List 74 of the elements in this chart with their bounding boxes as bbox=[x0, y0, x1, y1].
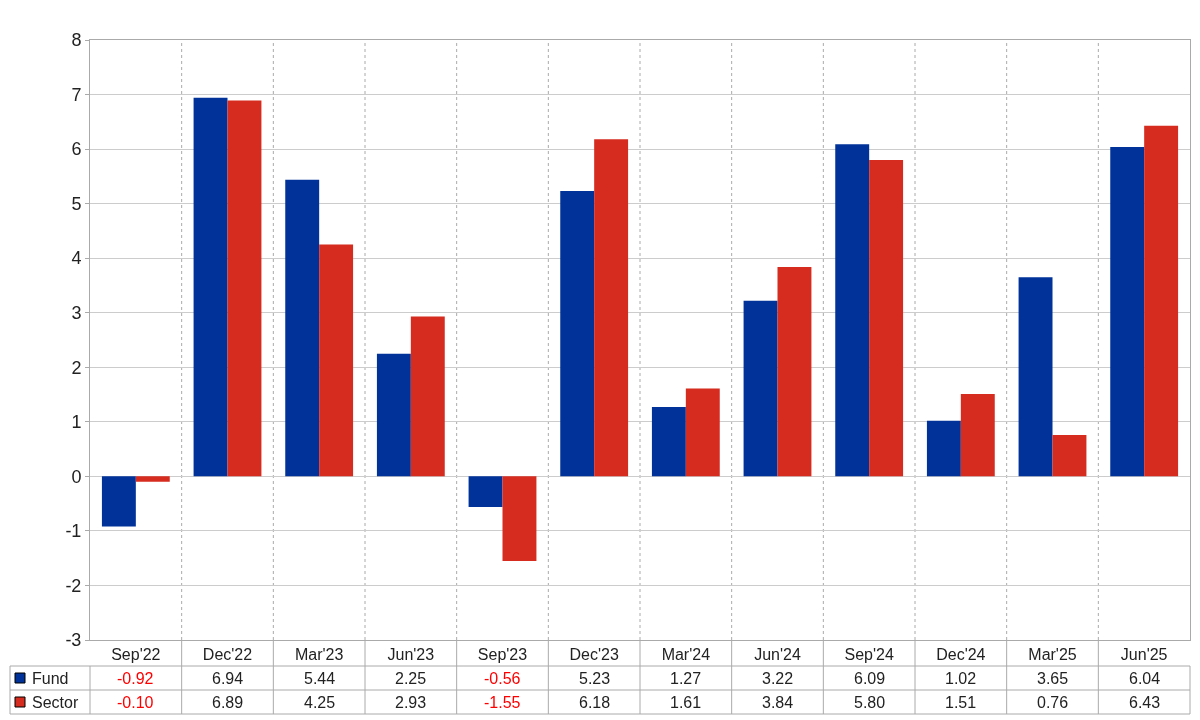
x-tick-label: Mar'25 bbox=[1028, 646, 1077, 664]
data-label: 1.02 bbox=[945, 670, 977, 687]
x-tick-label: Sep'24 bbox=[844, 646, 894, 664]
y-tick-label: -1 bbox=[65, 521, 82, 542]
data-label: 5.80 bbox=[854, 694, 886, 711]
y-tick-label: 5 bbox=[71, 193, 82, 214]
bar bbox=[1052, 434, 1087, 477]
data-label: -0.92 bbox=[117, 670, 154, 687]
data-label: 5.44 bbox=[304, 670, 336, 687]
y-tick-label: -2 bbox=[65, 575, 82, 596]
data-label: 1.51 bbox=[945, 694, 977, 711]
x-tick-label: Dec'22 bbox=[202, 646, 253, 664]
bar bbox=[594, 139, 629, 477]
x-tick-label: Jun'24 bbox=[754, 646, 801, 664]
y-tick-label: 4 bbox=[71, 248, 82, 269]
data-label: 6.94 bbox=[212, 670, 244, 687]
x-tick-label: Sep'23 bbox=[477, 646, 528, 664]
data-label: 6.18 bbox=[579, 694, 611, 711]
data-label: 6.89 bbox=[212, 694, 244, 711]
y-tick-label: 8 bbox=[71, 30, 82, 51]
bar bbox=[1018, 277, 1053, 477]
x-tick-label: Dec'24 bbox=[936, 646, 986, 664]
data-label: 4.25 bbox=[304, 694, 336, 711]
bar bbox=[135, 476, 170, 482]
bar bbox=[869, 160, 904, 477]
bar bbox=[193, 97, 228, 477]
bar bbox=[1110, 146, 1145, 477]
bar bbox=[926, 420, 961, 477]
y-tick-label: 3 bbox=[71, 303, 82, 324]
data-label: 1.27 bbox=[670, 670, 702, 687]
data-label: -0.56 bbox=[484, 670, 521, 687]
bar bbox=[502, 476, 537, 561]
bar bbox=[777, 266, 812, 477]
bar bbox=[101, 476, 136, 527]
data-label: 2.93 bbox=[395, 694, 427, 711]
data-label: 3.65 bbox=[1037, 670, 1069, 687]
bar bbox=[227, 100, 262, 477]
bar bbox=[685, 388, 720, 477]
data-label: 3.84 bbox=[762, 694, 794, 711]
x-tick-label: Dec'23 bbox=[569, 646, 619, 664]
bar bbox=[319, 244, 354, 477]
data-label: 6.04 bbox=[1129, 670, 1161, 687]
data-label: -1.55 bbox=[484, 694, 521, 711]
y-tick-label: 0 bbox=[71, 466, 82, 487]
data-label: 2.25 bbox=[395, 670, 427, 687]
data-label: 6.09 bbox=[854, 670, 886, 687]
data-label: 6.43 bbox=[1129, 694, 1161, 711]
bar bbox=[743, 300, 778, 477]
bar bbox=[835, 144, 870, 477]
x-tick-label: Jun'23 bbox=[387, 646, 435, 664]
data-label: 0.76 bbox=[1037, 694, 1069, 711]
legend-label: Sector bbox=[32, 694, 79, 711]
x-tick-label: Mar'24 bbox=[661, 646, 711, 664]
x-tick-label: Sep'22 bbox=[111, 646, 161, 664]
y-tick-label: 2 bbox=[71, 357, 82, 378]
bar bbox=[1144, 125, 1179, 477]
y-tick-label: 7 bbox=[71, 84, 82, 105]
bar bbox=[376, 353, 411, 477]
bar bbox=[560, 191, 595, 477]
bar bbox=[960, 394, 995, 477]
bar bbox=[651, 407, 686, 477]
legend-label: Fund bbox=[32, 670, 69, 687]
x-tick-label: Mar'23 bbox=[294, 646, 344, 664]
bar bbox=[468, 476, 503, 507]
y-tick-label: 1 bbox=[71, 412, 82, 433]
y-tick-label: -3 bbox=[65, 630, 82, 651]
bar bbox=[410, 316, 445, 477]
data-label: 3.22 bbox=[762, 670, 794, 687]
bar bbox=[285, 179, 320, 477]
y-tick-label: 6 bbox=[71, 139, 82, 160]
data-label: 5.23 bbox=[579, 670, 611, 687]
x-tick-label: Jun'25 bbox=[1120, 646, 1168, 664]
data-label: -0.10 bbox=[117, 694, 154, 711]
data-label: 1.61 bbox=[670, 694, 702, 711]
